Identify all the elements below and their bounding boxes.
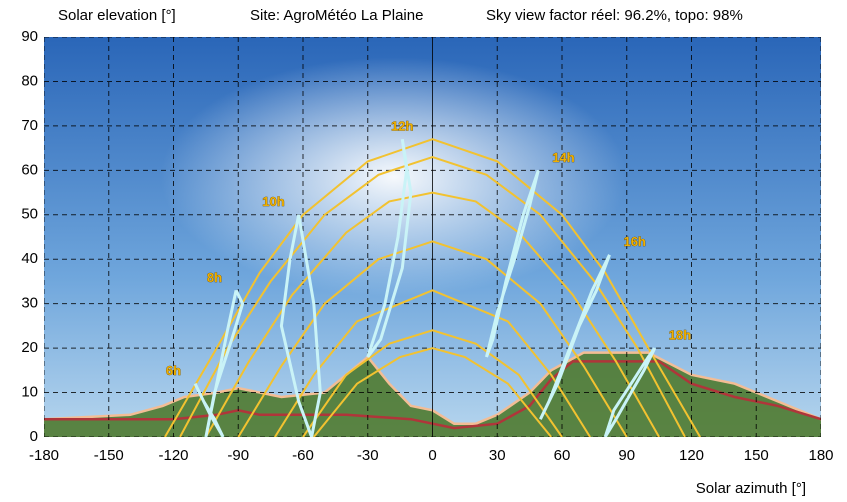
analemma	[603, 347, 657, 437]
chart-title: Site: AgroMétéo La Plaine	[250, 7, 423, 24]
x-tick-label: 0	[428, 447, 436, 464]
hour-label: 16h	[623, 234, 645, 249]
sun-path	[237, 240, 628, 437]
hour-label: 18h	[669, 328, 691, 343]
sun-path	[205, 191, 660, 437]
y-tick-label: 20	[21, 339, 38, 356]
y-tick-label: 70	[21, 117, 38, 134]
sun-path	[164, 138, 701, 437]
y-tick-label: 50	[21, 206, 38, 223]
x-tick-label: 90	[618, 447, 635, 464]
x-tick-label: 150	[744, 447, 769, 464]
y-tick-label: 90	[21, 28, 38, 45]
hour-label: 12h	[391, 119, 413, 134]
x-axis-label: Solar azimuth [°]	[696, 480, 806, 497]
chart-subtitle: Sky view factor réel: 96.2%, topo: 98%	[486, 7, 743, 24]
y-axis-label: Solar elevation [°]	[58, 7, 176, 24]
analemma	[539, 254, 611, 420]
y-tick-label: 0	[30, 428, 38, 445]
x-tick-label: -60	[292, 447, 314, 464]
x-tick-label: -90	[227, 447, 249, 464]
analemma	[204, 289, 245, 437]
plot-area	[44, 37, 821, 437]
hour-label: 14h	[552, 150, 574, 165]
sun-path	[179, 155, 686, 437]
y-tick-label: 40	[21, 250, 38, 267]
x-tick-label: -180	[29, 447, 59, 464]
hour-label: 6h	[166, 363, 181, 378]
horizon-line	[44, 351, 821, 425]
analemma	[279, 214, 322, 437]
sun-path	[274, 289, 591, 437]
x-tick-label: 180	[808, 447, 833, 464]
y-tick-label: 30	[21, 295, 38, 312]
x-tick-label: 30	[489, 447, 506, 464]
analemma	[366, 138, 413, 358]
x-tick-label: -30	[357, 447, 379, 464]
hour-label: 8h	[207, 270, 222, 285]
y-tick-label: 80	[21, 72, 38, 89]
analemma	[485, 169, 540, 358]
x-tick-label: 60	[554, 447, 571, 464]
sun-path	[313, 347, 552, 437]
analemma	[193, 383, 225, 437]
y-tick-label: 10	[21, 384, 38, 401]
x-tick-label: -120	[158, 447, 188, 464]
x-tick-label: 120	[679, 447, 704, 464]
sun-path	[302, 329, 563, 437]
y-tick-label: 60	[21, 161, 38, 178]
axes: 0 10 20 30 40 50 60 70 80 90 -180 -150 -120 -90 -60 -30…	[21, 28, 833, 464]
hour-label: 10h	[262, 194, 284, 209]
x-tick-label: -150	[94, 447, 124, 464]
